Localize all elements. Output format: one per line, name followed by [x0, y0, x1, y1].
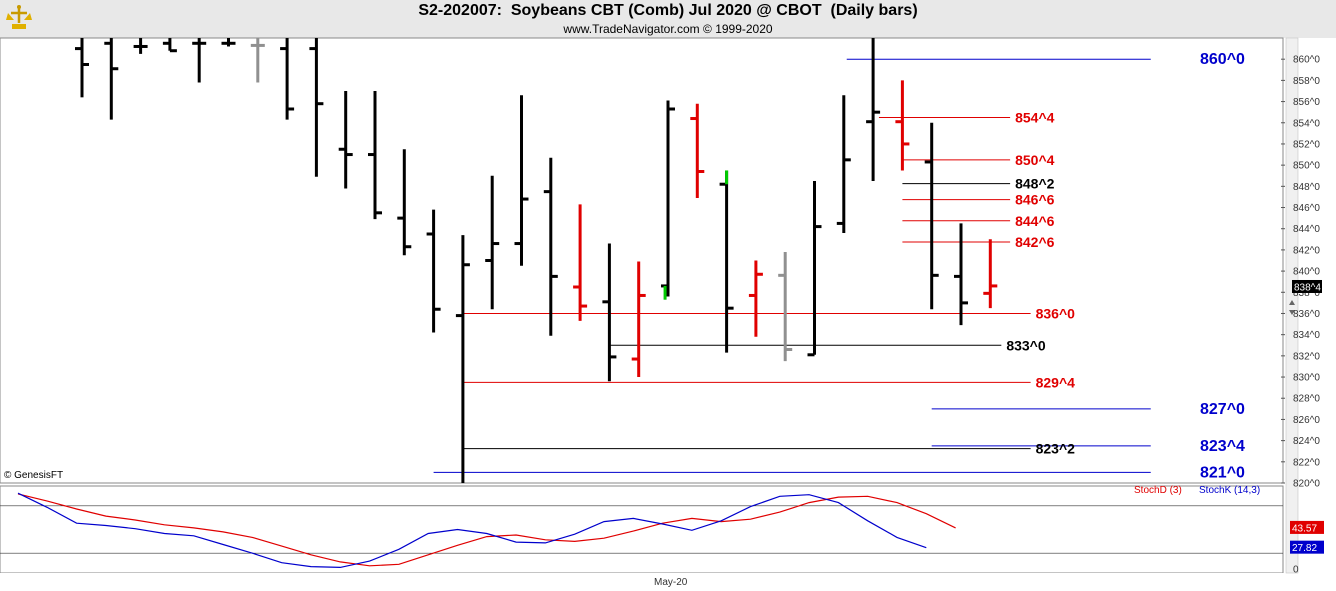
chart-subtitle: www.TradeNavigator.com © 1999-2020	[563, 22, 773, 36]
price-tick-label: 826^0	[1293, 415, 1320, 426]
level-label: 850^4	[1015, 152, 1055, 168]
stochastic-lines	[0, 492, 1283, 569]
level-label: 827^0	[1200, 401, 1245, 418]
legend-stochd: StochD (3)	[1134, 485, 1182, 496]
price-tick-label: 830^0	[1293, 373, 1320, 384]
stochastic-tick-label: 0	[1293, 565, 1299, 576]
price-tick-label: 834^0	[1293, 330, 1320, 341]
trade-navigator-logo-icon	[6, 5, 32, 29]
price-tick-label: 860^0	[1293, 55, 1320, 66]
price-tick-label: 838^0	[1293, 288, 1320, 299]
level-label: 836^0	[1036, 305, 1076, 321]
price-tick-label: 820^0	[1293, 479, 1320, 490]
x-axis-label: May-20	[654, 577, 688, 588]
price-tick-label: 846^0	[1293, 203, 1320, 214]
price-tick-label: 844^0	[1293, 224, 1320, 235]
level-label: 823^2	[1036, 441, 1076, 457]
last-price-box	[1292, 279, 1322, 293]
price-tick-label: 854^0	[1293, 118, 1320, 129]
stochastic-last-value-box	[1290, 520, 1324, 534]
price-tick-label: 856^0	[1293, 97, 1320, 108]
stochastic-last-value-label: 43.57	[1292, 523, 1317, 534]
level-label: 848^2	[1015, 176, 1055, 192]
level-label: 823^4	[1200, 438, 1245, 455]
last-price-label: 838^4	[1294, 282, 1321, 293]
price-panel[interactable]	[0, 37, 1284, 484]
price-tick-label: 822^0	[1293, 457, 1320, 468]
legend-stochk: StochK (14,3)	[1199, 485, 1260, 496]
price-tick-label: 850^0	[1293, 161, 1320, 172]
vertical-scrollbar[interactable]	[1285, 37, 1299, 574]
scroll-up-icon[interactable]	[1289, 300, 1295, 305]
price-tick-label: 840^0	[1293, 267, 1320, 278]
price-bars	[75, 38, 998, 483]
level-label: 860^0	[1200, 51, 1245, 68]
level-label: 844^6	[1015, 213, 1055, 229]
level-label: 842^6	[1015, 234, 1055, 250]
level-label: 846^6	[1015, 192, 1055, 208]
copyright-label: © GenesisFT	[4, 470, 63, 481]
price-tick-label: 832^0	[1293, 351, 1320, 362]
time-axis	[0, 573, 1336, 591]
level-label: 833^0	[1006, 337, 1046, 353]
price-tick-label: 836^0	[1293, 309, 1320, 320]
price-tick-label: 824^0	[1293, 436, 1320, 447]
level-label: 829^4	[1036, 374, 1076, 390]
level-label: 854^4	[1015, 109, 1055, 125]
chart-header	[0, 0, 1336, 38]
stochastic-series-line	[17, 492, 927, 569]
price-axis-ticks: 820^0 822^0 824^0 826^0 828^0 830^0 832^0 834^0…	[1281, 55, 1322, 490]
price-tick-label: 842^0	[1293, 245, 1320, 256]
stochastic-last-value-label: 27.82	[1292, 543, 1317, 554]
chart-title: S2-202007: Soybeans CBT (Comb) Jul 2020 …	[418, 2, 918, 19]
level-label: 821^0	[1200, 464, 1245, 481]
price-tick-label: 828^0	[1293, 394, 1320, 405]
scroll-down-icon[interactable]	[1289, 310, 1295, 315]
stochastic-series-line	[17, 493, 956, 567]
stochastic-last-value-box	[1290, 540, 1324, 554]
price-tick-label: 852^0	[1293, 139, 1320, 150]
price-tick-label: 858^0	[1293, 76, 1320, 87]
price-tick-label: 848^0	[1293, 182, 1320, 193]
